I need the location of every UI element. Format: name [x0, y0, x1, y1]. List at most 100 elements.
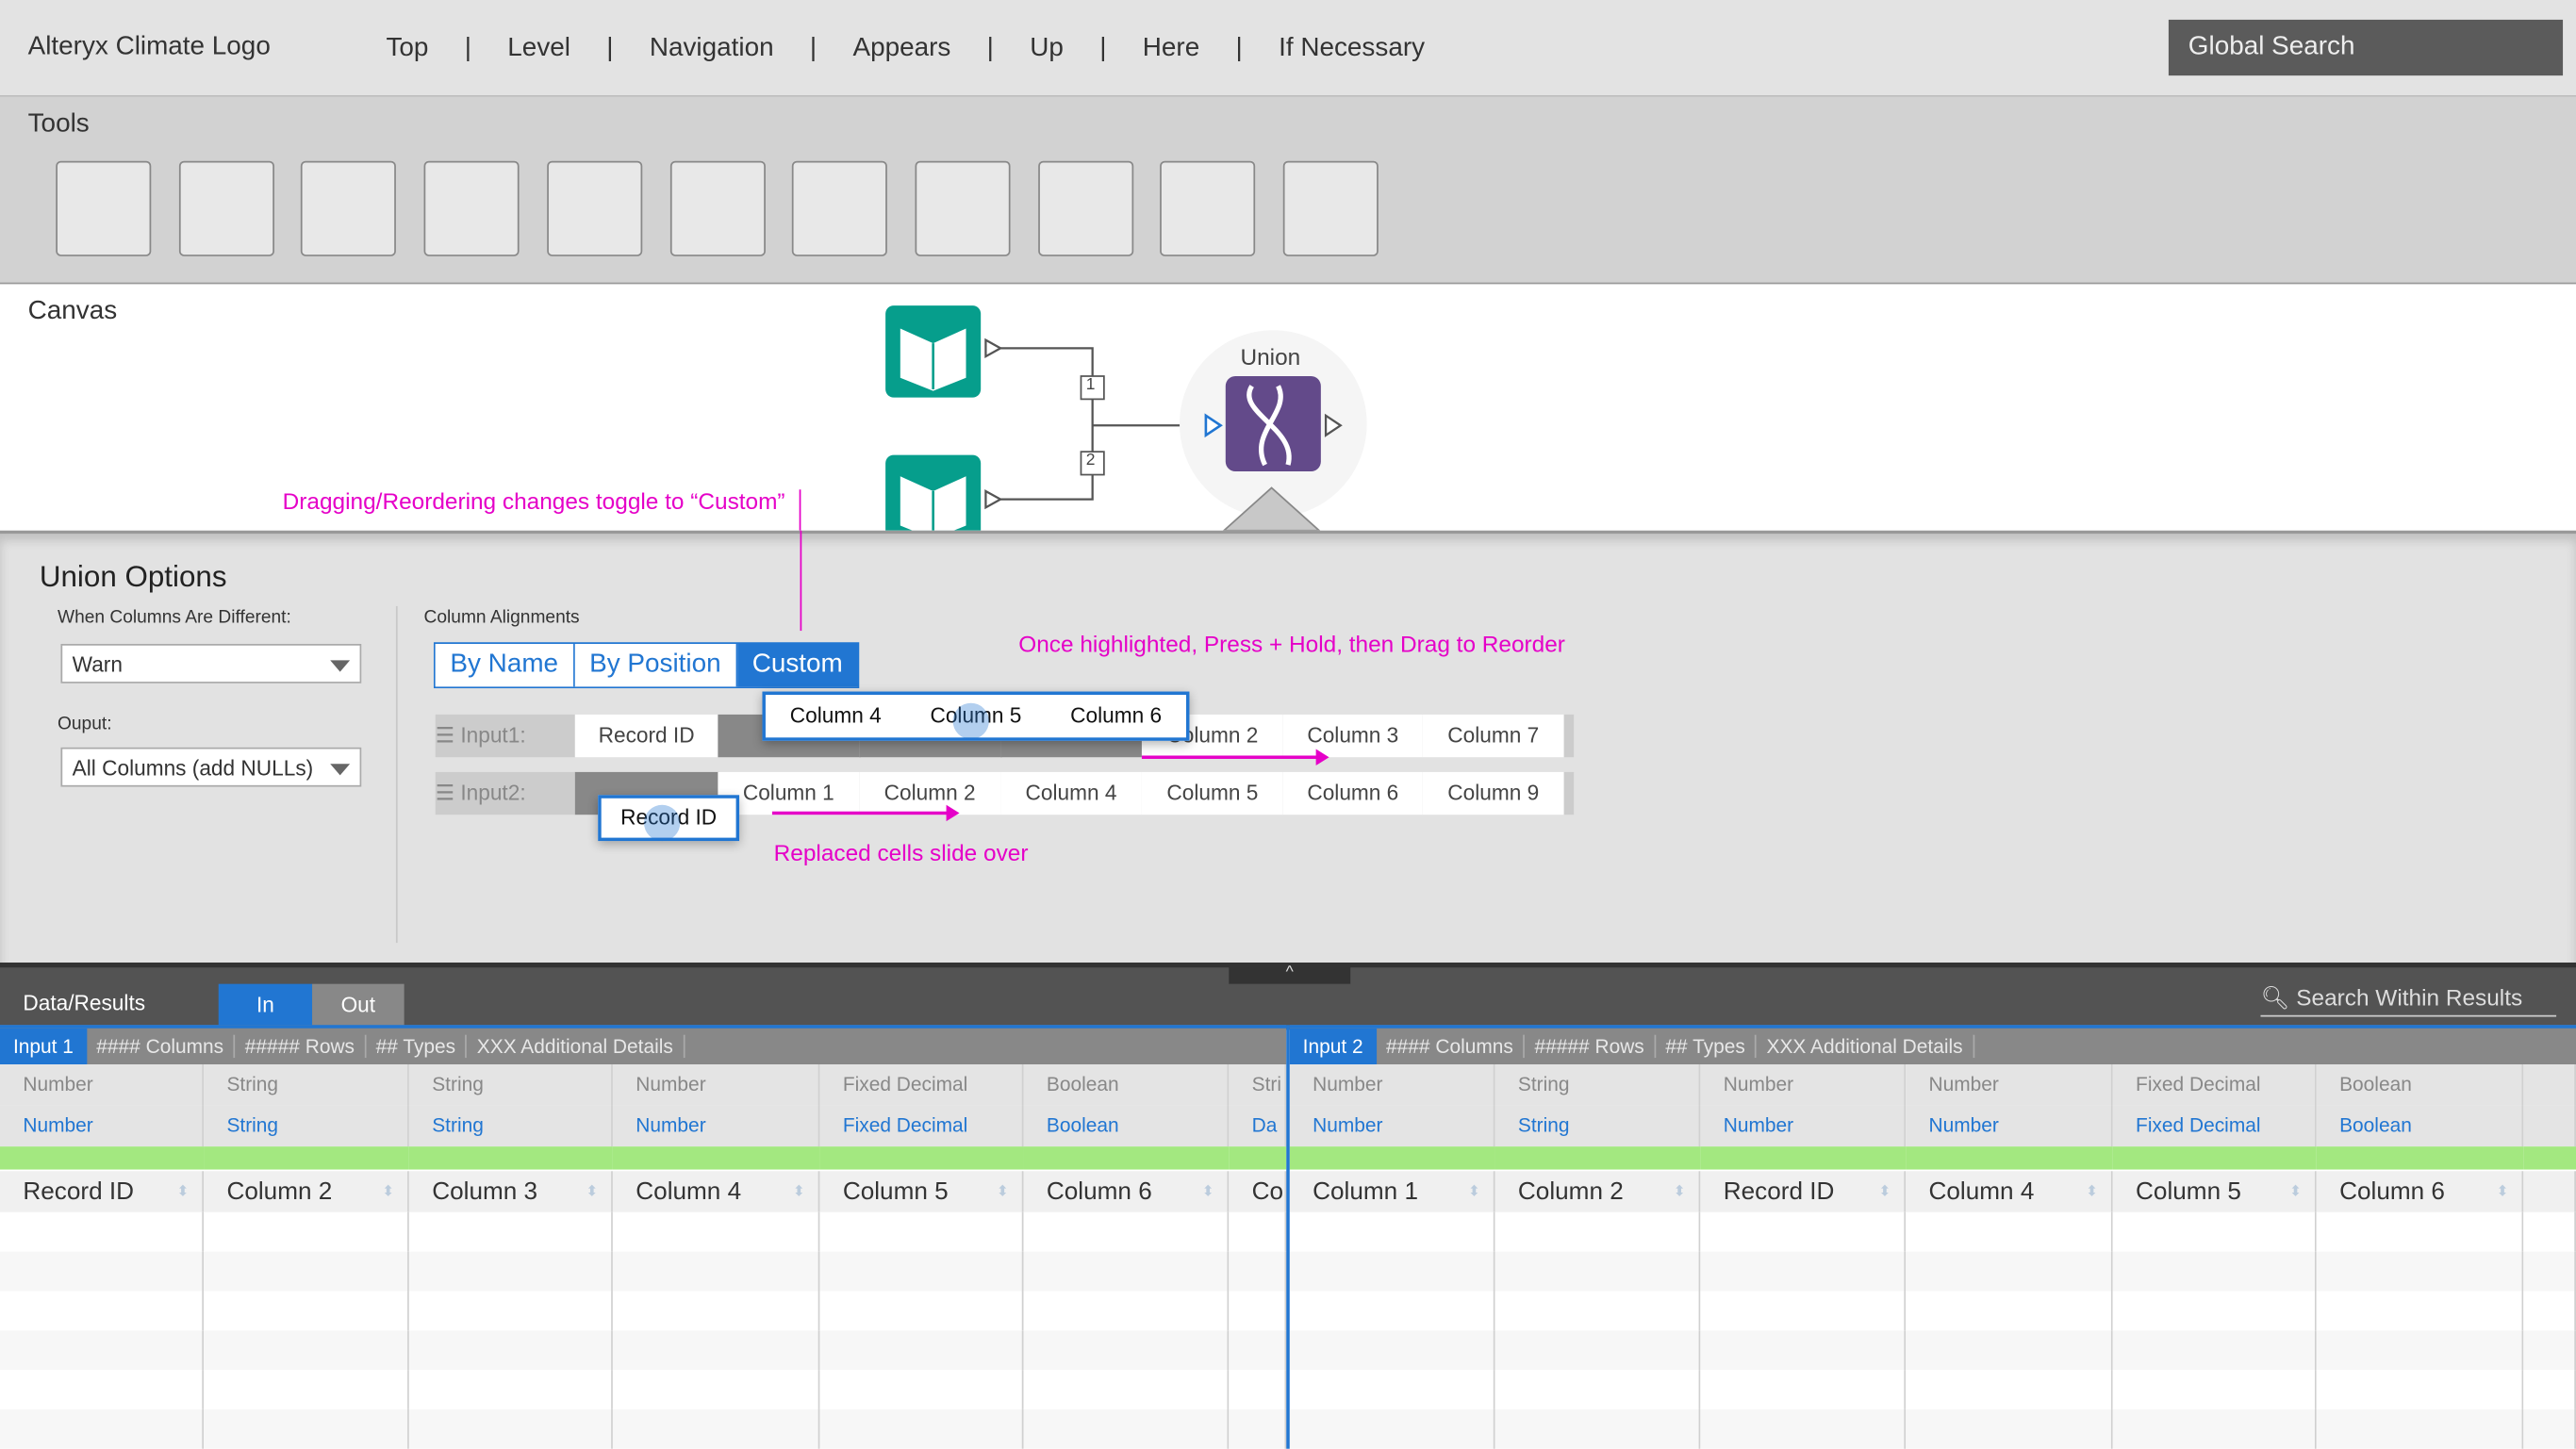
grid-cell-types: Number	[1289, 1064, 1495, 1106]
input-tool-1-book-icon[interactable]	[885, 305, 982, 398]
tool-button[interactable]	[546, 160, 642, 256]
grid-cell-cols[interactable]: Column 4 ⬍	[612, 1171, 820, 1212]
alignment-cell[interactable]: Column 1	[718, 771, 861, 815]
grid-cell	[0, 1291, 205, 1331]
canvas-label: Canvas	[27, 297, 118, 325]
sort-icon[interactable]: ⬍	[1467, 1182, 1480, 1199]
grid-cell	[2316, 1146, 2524, 1170]
grid-cell	[0, 1408, 205, 1449]
right-info-bar: Input 2 #### Columns ##### Rows ## Types XXX…	[1289, 1025, 2576, 1065]
grid-cell-cols[interactable]: Record ID ⬍	[1700, 1171, 1907, 1212]
alignment-cell[interactable]: Column 9	[1422, 771, 1566, 815]
alignment-cell[interactable]: Column 5	[1141, 771, 1285, 815]
input1-row-label[interactable]: ☰ Input1:	[435, 714, 575, 758]
drag-handle-icon[interactable]: ☰	[435, 780, 461, 805]
grid-cell	[1229, 1211, 1287, 1252]
segment-by-name[interactable]: By Name	[435, 644, 575, 687]
tool-button[interactable]	[792, 160, 888, 256]
alignment-cell[interactable]: Column 4	[1000, 771, 1144, 815]
left-input-tab[interactable]: Input 1	[0, 1028, 87, 1065]
diff-select[interactable]: Warn	[60, 644, 362, 683]
grid-cell-cols[interactable]: Record ID ⬍	[0, 1171, 205, 1212]
grid-cell-cols[interactable]: Column 6 ⬍	[1023, 1171, 1230, 1212]
tab-out[interactable]: Out	[312, 983, 405, 1027]
input-tool-2-book-icon[interactable]	[885, 454, 982, 531]
canvas: Canvas Dragging/Reordering changes toggl…	[0, 284, 2576, 531]
grid-cell-cols[interactable]: Column 5 ⬍	[819, 1171, 1024, 1212]
grid-cell	[1023, 1330, 1230, 1371]
output-select[interactable]: All Columns (add NULLs)	[60, 747, 362, 787]
union-tool-dna-icon[interactable]	[1225, 375, 1321, 472]
grid-cell-cols[interactable]: Column 2 ⬍	[204, 1171, 409, 1212]
grid-cell-cols[interactable]: Column 4 ⬍	[1906, 1171, 2113, 1212]
sort-icon[interactable]: ⬍	[1201, 1182, 1214, 1199]
tool-button[interactable]	[178, 160, 274, 256]
sort-icon[interactable]: ⬍	[2288, 1182, 2303, 1199]
alignment-cell[interactable]: Column 3	[1282, 714, 1425, 758]
sort-icon[interactable]: ⬍	[176, 1182, 190, 1199]
grid-cell-types: Number	[612, 1064, 820, 1106]
grid-cell-cols[interactable]: Column 3 ⬍	[408, 1171, 613, 1212]
cell-text: Column 4	[636, 1177, 742, 1206]
grid-cell-types2: Fixed Decimal	[2112, 1105, 2317, 1147]
tool-button[interactable]	[423, 160, 520, 256]
grid-cell	[204, 1408, 409, 1449]
grid-cell	[1700, 1408, 1907, 1449]
grid-cell-cols[interactable]: Column 6 ⬍	[2316, 1171, 2524, 1212]
tool-button[interactable]	[1282, 160, 1379, 256]
sort-icon[interactable]: ⬍	[586, 1182, 599, 1199]
grid-cell	[1229, 1251, 1287, 1292]
nav-item[interactable]: Navigation	[649, 34, 774, 63]
input2-row-label[interactable]: ☰ Input2:	[435, 771, 575, 815]
global-search-input[interactable]: Global Search	[2168, 19, 2564, 76]
align-label: Column Alignments	[423, 607, 580, 628]
tool-button[interactable]	[1037, 160, 1133, 256]
nav-item[interactable]: If Necessary	[1279, 34, 1426, 63]
sort-icon[interactable]: ⬍	[2085, 1182, 2098, 1199]
alignment-cell[interactable]: Record ID	[574, 714, 720, 758]
sort-icon[interactable]: ⬍	[792, 1182, 805, 1199]
grid-cell	[408, 1330, 613, 1371]
dragged-cell-input2[interactable]: Record ID	[598, 795, 740, 842]
cell-text: Column 3	[432, 1177, 538, 1206]
sort-icon[interactable]: ⬍	[1878, 1182, 1891, 1199]
grid-split-divider[interactable]	[1286, 1025, 1290, 1449]
nav-item[interactable]: Up	[1030, 34, 1064, 63]
sort-icon[interactable]: ⬍	[2496, 1182, 2509, 1199]
grid-cell	[2523, 1146, 2576, 1170]
grid-cell	[0, 1211, 205, 1252]
drag-handle-icon[interactable]: ☰	[435, 722, 461, 748]
sort-icon[interactable]: ⬍	[1673, 1182, 1686, 1199]
grid-cell	[2112, 1370, 2317, 1409]
alignment-cell[interactable]: Column 7	[1422, 714, 1566, 758]
tool-button[interactable]	[1160, 160, 1256, 256]
grid-cell	[408, 1408, 613, 1449]
tool-button[interactable]	[301, 160, 397, 256]
nav-item[interactable]: Here	[1142, 34, 1200, 63]
results-search-input[interactable]: 🔍︎ Search Within Results	[2260, 984, 2557, 1017]
tab-in[interactable]: In	[218, 983, 313, 1027]
nav-item[interactable]: Level	[507, 34, 570, 63]
nav-item[interactable]: Appears	[852, 34, 951, 63]
grid-cell-cols[interactable]: Column 1 ⬍	[1289, 1171, 1495, 1212]
segment-by-position[interactable]: By Position	[574, 644, 738, 687]
grid-cell-cols[interactable]: Co	[1229, 1171, 1287, 1212]
tool-button[interactable]	[915, 160, 1011, 256]
nav-item[interactable]: Top	[386, 34, 429, 63]
grid-cell-cols[interactable]	[2523, 1171, 2576, 1212]
right-input-tab[interactable]: Input 2	[1289, 1028, 1377, 1065]
grid-cell	[1023, 1291, 1230, 1331]
grid-cell-cols[interactable]: Column 2 ⬍	[1494, 1171, 1701, 1212]
grid-cell-cols[interactable]: Column 5 ⬍	[2112, 1171, 2317, 1212]
tool-button[interactable]	[56, 160, 152, 256]
alignment-cell[interactable]: Column 2	[859, 771, 1002, 815]
tool-button[interactable]	[669, 160, 766, 256]
grid-cell	[1700, 1291, 1907, 1331]
dragged-cells-input1[interactable]: Column 4 Column 5 Column 6	[762, 691, 1190, 741]
sort-icon[interactable]: ⬍	[382, 1182, 395, 1199]
segment-custom[interactable]: Custom	[737, 644, 858, 687]
alignment-cell[interactable]: Column 6	[1282, 771, 1425, 815]
grid-cell	[1494, 1251, 1701, 1292]
collapse-chevron-up-icon[interactable]: ^	[1229, 965, 1351, 984]
sort-icon[interactable]: ⬍	[996, 1182, 1009, 1199]
